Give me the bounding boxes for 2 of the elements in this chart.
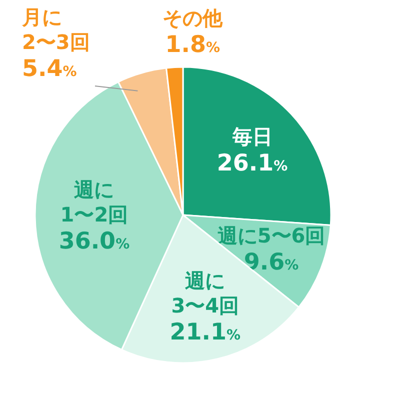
data-label: 5.4% [22, 56, 77, 82]
slice-label: 月に 2〜3回 [21, 5, 90, 54]
